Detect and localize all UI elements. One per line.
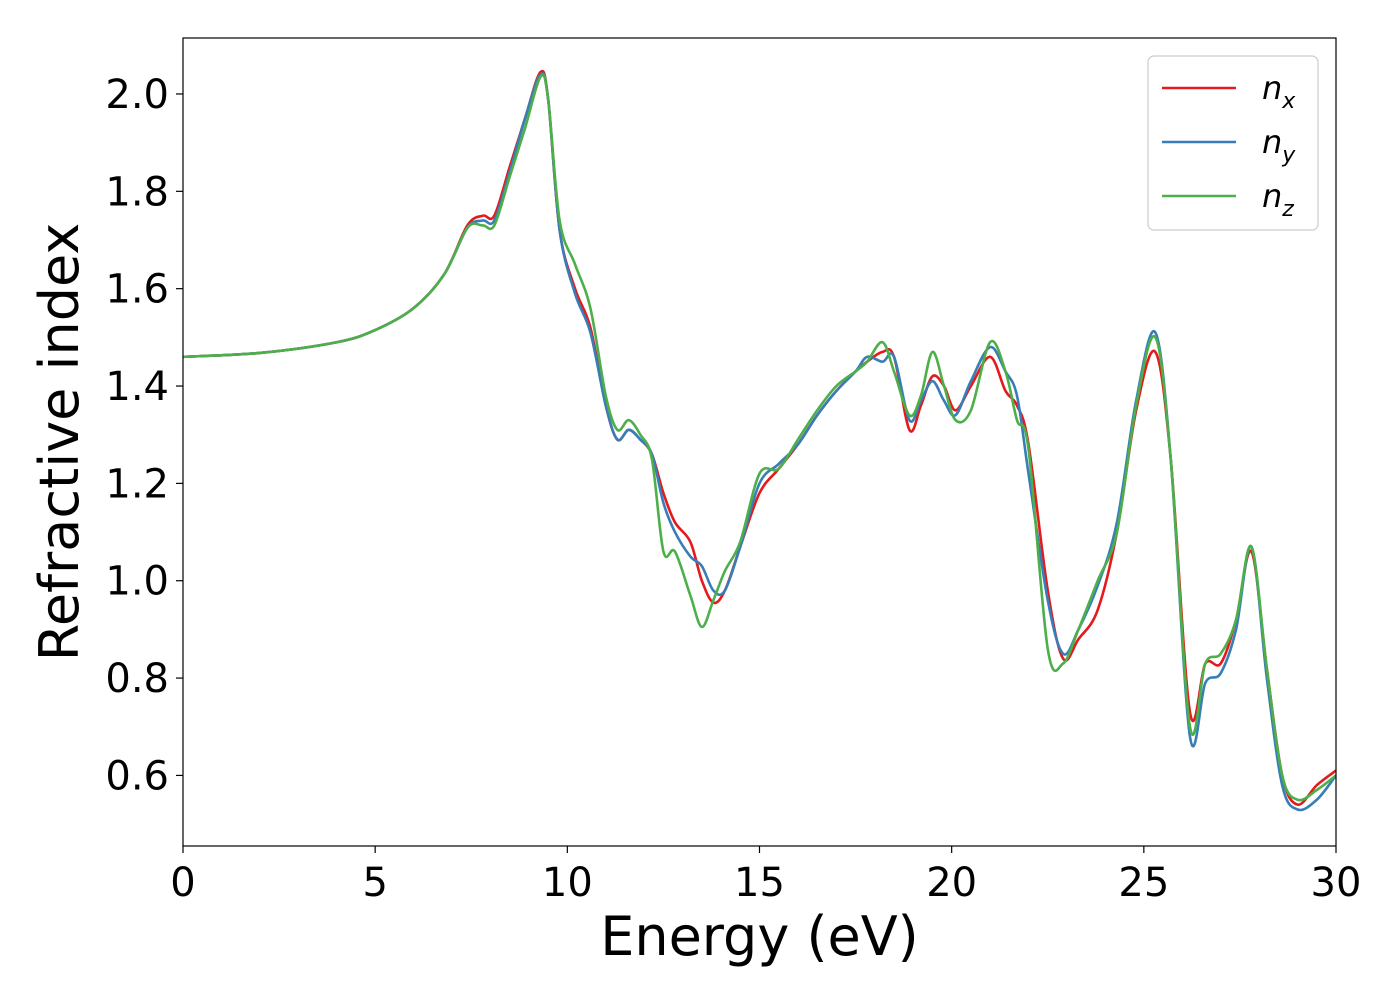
x-tick-label: 15 — [734, 860, 785, 906]
legend-label-y: ny — [1262, 123, 1296, 168]
x-tick-label: 10 — [542, 860, 593, 906]
legend-label-z: nz — [1262, 177, 1294, 222]
x-axis-label: Energy (eV) — [600, 905, 919, 968]
series-line-z — [183, 73, 1336, 802]
x-tick-label: 0 — [170, 860, 195, 906]
y-tick-label: 1.6 — [105, 267, 169, 313]
y-tick-label: 2.0 — [105, 72, 169, 118]
y-axis-ticks: 0.6 0.8 1.0 1.2 1.4 1.6 1.8 2.0 — [105, 72, 183, 799]
legend-label-subscript: y — [1281, 143, 1296, 168]
y-tick-label: 0.8 — [105, 656, 169, 702]
x-tick-label: 30 — [1311, 860, 1362, 906]
series-layer — [183, 69, 1336, 812]
legend-label-subscript: z — [1281, 197, 1294, 222]
y-tick-label: 1.0 — [105, 559, 169, 605]
legend-label-base: n — [1262, 69, 1282, 107]
y-axis-label: Refractive index — [28, 223, 91, 662]
legend-label-base: n — [1262, 177, 1282, 215]
y-tick-label: 1.4 — [105, 364, 169, 410]
y-tick-label: 0.6 — [105, 753, 169, 799]
y-tick-label: 1.2 — [105, 461, 169, 507]
legend-label-x: nx — [1262, 69, 1296, 114]
y-tick-label: 1.8 — [105, 169, 169, 215]
legend-label-subscript: x — [1281, 89, 1296, 114]
x-tick-label: 5 — [362, 860, 387, 906]
x-axis-ticks: 0 5 10 15 20 25 30 — [170, 846, 1361, 906]
x-tick-label: 20 — [926, 860, 977, 906]
legend-label-base: n — [1262, 123, 1282, 161]
x-tick-label: 25 — [1118, 860, 1169, 906]
